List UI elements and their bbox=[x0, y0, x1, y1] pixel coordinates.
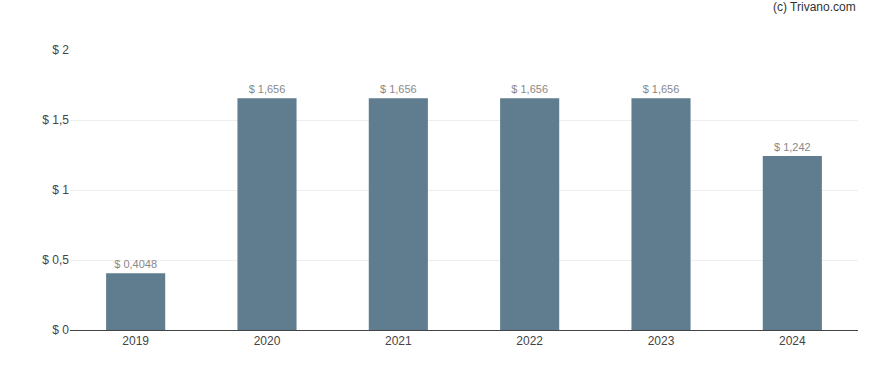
svg-text:$ 1,656: $ 1,656 bbox=[380, 83, 417, 95]
svg-text:$ 1,242: $ 1,242 bbox=[774, 141, 811, 153]
svg-text:$ 0,5: $ 0,5 bbox=[42, 253, 69, 267]
svg-text:$ 1,656: $ 1,656 bbox=[643, 83, 680, 95]
svg-text:(c) Trivano.com: (c) Trivano.com bbox=[773, 0, 856, 14]
svg-text:2024: 2024 bbox=[779, 334, 806, 348]
svg-text:$ 1: $ 1 bbox=[52, 183, 69, 197]
svg-text:2019: 2019 bbox=[122, 334, 149, 348]
svg-text:$ 1,656: $ 1,656 bbox=[511, 83, 548, 95]
svg-text:2021: 2021 bbox=[385, 334, 412, 348]
svg-text:2022: 2022 bbox=[516, 334, 543, 348]
svg-text:2020: 2020 bbox=[254, 334, 281, 348]
svg-text:$ 0,4048: $ 0,4048 bbox=[114, 258, 157, 270]
svg-text:$ 0: $ 0 bbox=[52, 323, 69, 337]
svg-text:$ 2: $ 2 bbox=[52, 43, 69, 57]
svg-text:$ 1,656: $ 1,656 bbox=[249, 83, 286, 95]
svg-text:$ 1,5: $ 1,5 bbox=[42, 113, 69, 127]
svg-text:2023: 2023 bbox=[648, 334, 675, 348]
